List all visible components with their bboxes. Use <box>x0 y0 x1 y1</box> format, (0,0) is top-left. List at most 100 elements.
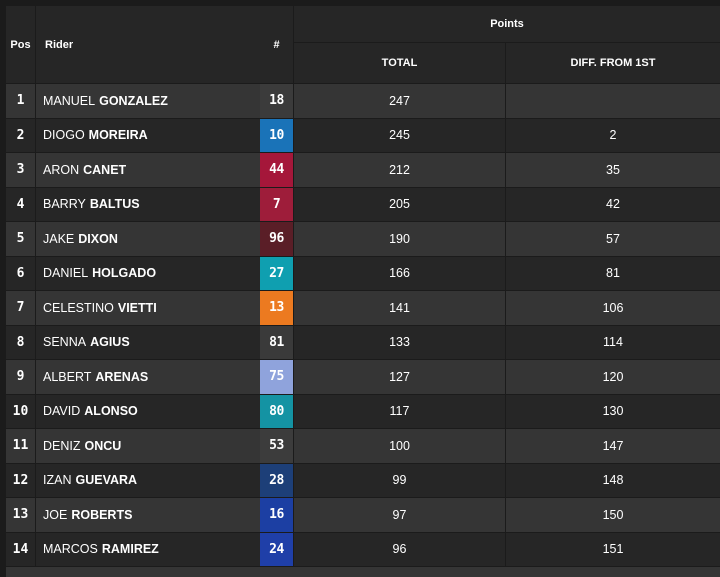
diff-from-first: 147 <box>506 429 720 463</box>
row-position: 3 <box>6 153 35 187</box>
rider-number-badge: 27 <box>260 256 293 290</box>
total-points: 133 <box>294 325 505 359</box>
rider-name[interactable]: Manuel Gonzalez <box>36 84 260 118</box>
number-column-header[interactable]: # <box>260 6 293 83</box>
rider-number-badge: 28 <box>260 463 293 497</box>
total-points: 212 <box>294 153 505 187</box>
rider-last-name: Holgado <box>92 266 157 281</box>
total-points: 96 <box>294 532 505 566</box>
rider-name[interactable]: Albert Arenas <box>36 360 260 394</box>
total-points: 100 <box>294 429 505 463</box>
rider-name[interactable]: Diogo Moreira <box>36 118 260 152</box>
rider-last-name: Canet <box>83 162 127 177</box>
rider-number-badge: 81 <box>260 325 293 359</box>
rider-last-name: Ramirez <box>101 542 159 557</box>
total-points: 190 <box>294 222 505 256</box>
diff-from-first: 2 <box>506 118 720 152</box>
diff-from-first: 120 <box>506 360 720 394</box>
rider-last-name: Gonzalez <box>99 93 168 108</box>
rider-first-name: Manuel <box>43 93 96 108</box>
diff-from-first <box>506 84 720 118</box>
rider-first-name: Deniz <box>43 438 81 453</box>
rider-name[interactable]: Marcos Ramirez <box>36 532 260 566</box>
total-points: 166 <box>294 256 505 290</box>
row-position: 4 <box>6 187 35 221</box>
rider-name[interactable]: Deniz Oncu <box>36 429 260 463</box>
total-points: 247 <box>294 84 505 118</box>
rider-number-badge: 18 <box>260 84 293 118</box>
rider-number-badge: 80 <box>260 394 293 428</box>
diff-from-first: 42 <box>506 187 720 221</box>
row-position: 12 <box>6 463 35 497</box>
points-group-header: Points <box>294 6 720 42</box>
total-points: 99 <box>294 463 505 497</box>
rider-first-name: Jake <box>43 231 75 246</box>
rider-name[interactable]: Izan Guevara <box>36 463 260 497</box>
row-position: 9 <box>6 360 35 394</box>
row-position: 6 <box>6 256 35 290</box>
total-points: 127 <box>294 360 505 394</box>
rider-number-badge: 44 <box>260 153 293 187</box>
rider-name[interactable]: Senna Agius <box>36 325 260 359</box>
rider-name[interactable]: David Alonso <box>36 394 260 428</box>
rider-last-name: Arenas <box>95 369 149 384</box>
rider-number-badge: 53 <box>260 429 293 463</box>
table-row-partial <box>6 567 720 577</box>
rider-number-badge: 96 <box>260 222 293 256</box>
row-position: 7 <box>6 291 35 325</box>
rider-first-name: Senna <box>43 335 87 350</box>
rider-last-name: Guevara <box>75 473 138 488</box>
rider-first-name: Joe <box>43 507 68 522</box>
rider-first-name: Marcos <box>43 542 98 557</box>
rider-first-name: Izan <box>43 473 72 488</box>
diff-from-first: 35 <box>506 153 720 187</box>
row-position: 14 <box>6 532 35 566</box>
diff-from-first: 57 <box>506 222 720 256</box>
row-position: 11 <box>6 429 35 463</box>
row-position: 13 <box>6 498 35 532</box>
total-points: 205 <box>294 187 505 221</box>
rider-number-badge: 10 <box>260 118 293 152</box>
rider-last-name: Dixon <box>78 231 118 246</box>
rider-name[interactable]: Daniel Holgado <box>36 256 260 290</box>
rider-name[interactable]: Jake Dixon <box>36 222 260 256</box>
rider-first-name: David <box>43 404 81 419</box>
row-position: 5 <box>6 222 35 256</box>
rider-name[interactable]: Joe Roberts <box>36 498 260 532</box>
rider-number-badge: 13 <box>260 291 293 325</box>
rider-column-header[interactable]: Rider <box>36 6 260 83</box>
pos-column-header[interactable]: Pos <box>6 6 35 83</box>
rider-number-badge: 16 <box>260 498 293 532</box>
row-position: 8 <box>6 325 35 359</box>
rider-last-name: Baltus <box>89 197 140 212</box>
rider-last-name: Oncu <box>84 438 122 453</box>
diff-column-header[interactable]: DIFF. FROM 1ST <box>506 43 720 83</box>
rider-first-name: Barry <box>43 197 86 212</box>
rider-name[interactable]: Aron Canet <box>36 153 260 187</box>
total-points: 141 <box>294 291 505 325</box>
diff-from-first: 114 <box>506 325 720 359</box>
diff-from-first: 130 <box>506 394 720 428</box>
rider-first-name: Albert <box>43 369 92 384</box>
rider-first-name: Aron <box>43 162 80 177</box>
diff-from-first: 81 <box>506 256 720 290</box>
row-position: 2 <box>6 118 35 152</box>
rider-name[interactable]: Barry Baltus <box>36 187 260 221</box>
rider-name[interactable]: Celestino Vietti <box>36 291 260 325</box>
total-column-header[interactable]: TOTAL <box>294 43 505 83</box>
rider-number-badge: 75 <box>260 360 293 394</box>
total-points: 245 <box>294 118 505 152</box>
rider-first-name: Diogo <box>43 128 85 143</box>
row-position: 10 <box>6 394 35 428</box>
rider-number-badge: 24 <box>260 532 293 566</box>
rider-number-badge: 7 <box>260 187 293 221</box>
total-points: 97 <box>294 498 505 532</box>
diff-from-first: 106 <box>506 291 720 325</box>
diff-from-first: 151 <box>506 532 720 566</box>
rider-last-name: Vietti <box>117 300 157 315</box>
rider-last-name: Roberts <box>71 507 133 522</box>
rider-first-name: Daniel <box>43 266 89 281</box>
row-position: 1 <box>6 84 35 118</box>
total-points: 117 <box>294 394 505 428</box>
